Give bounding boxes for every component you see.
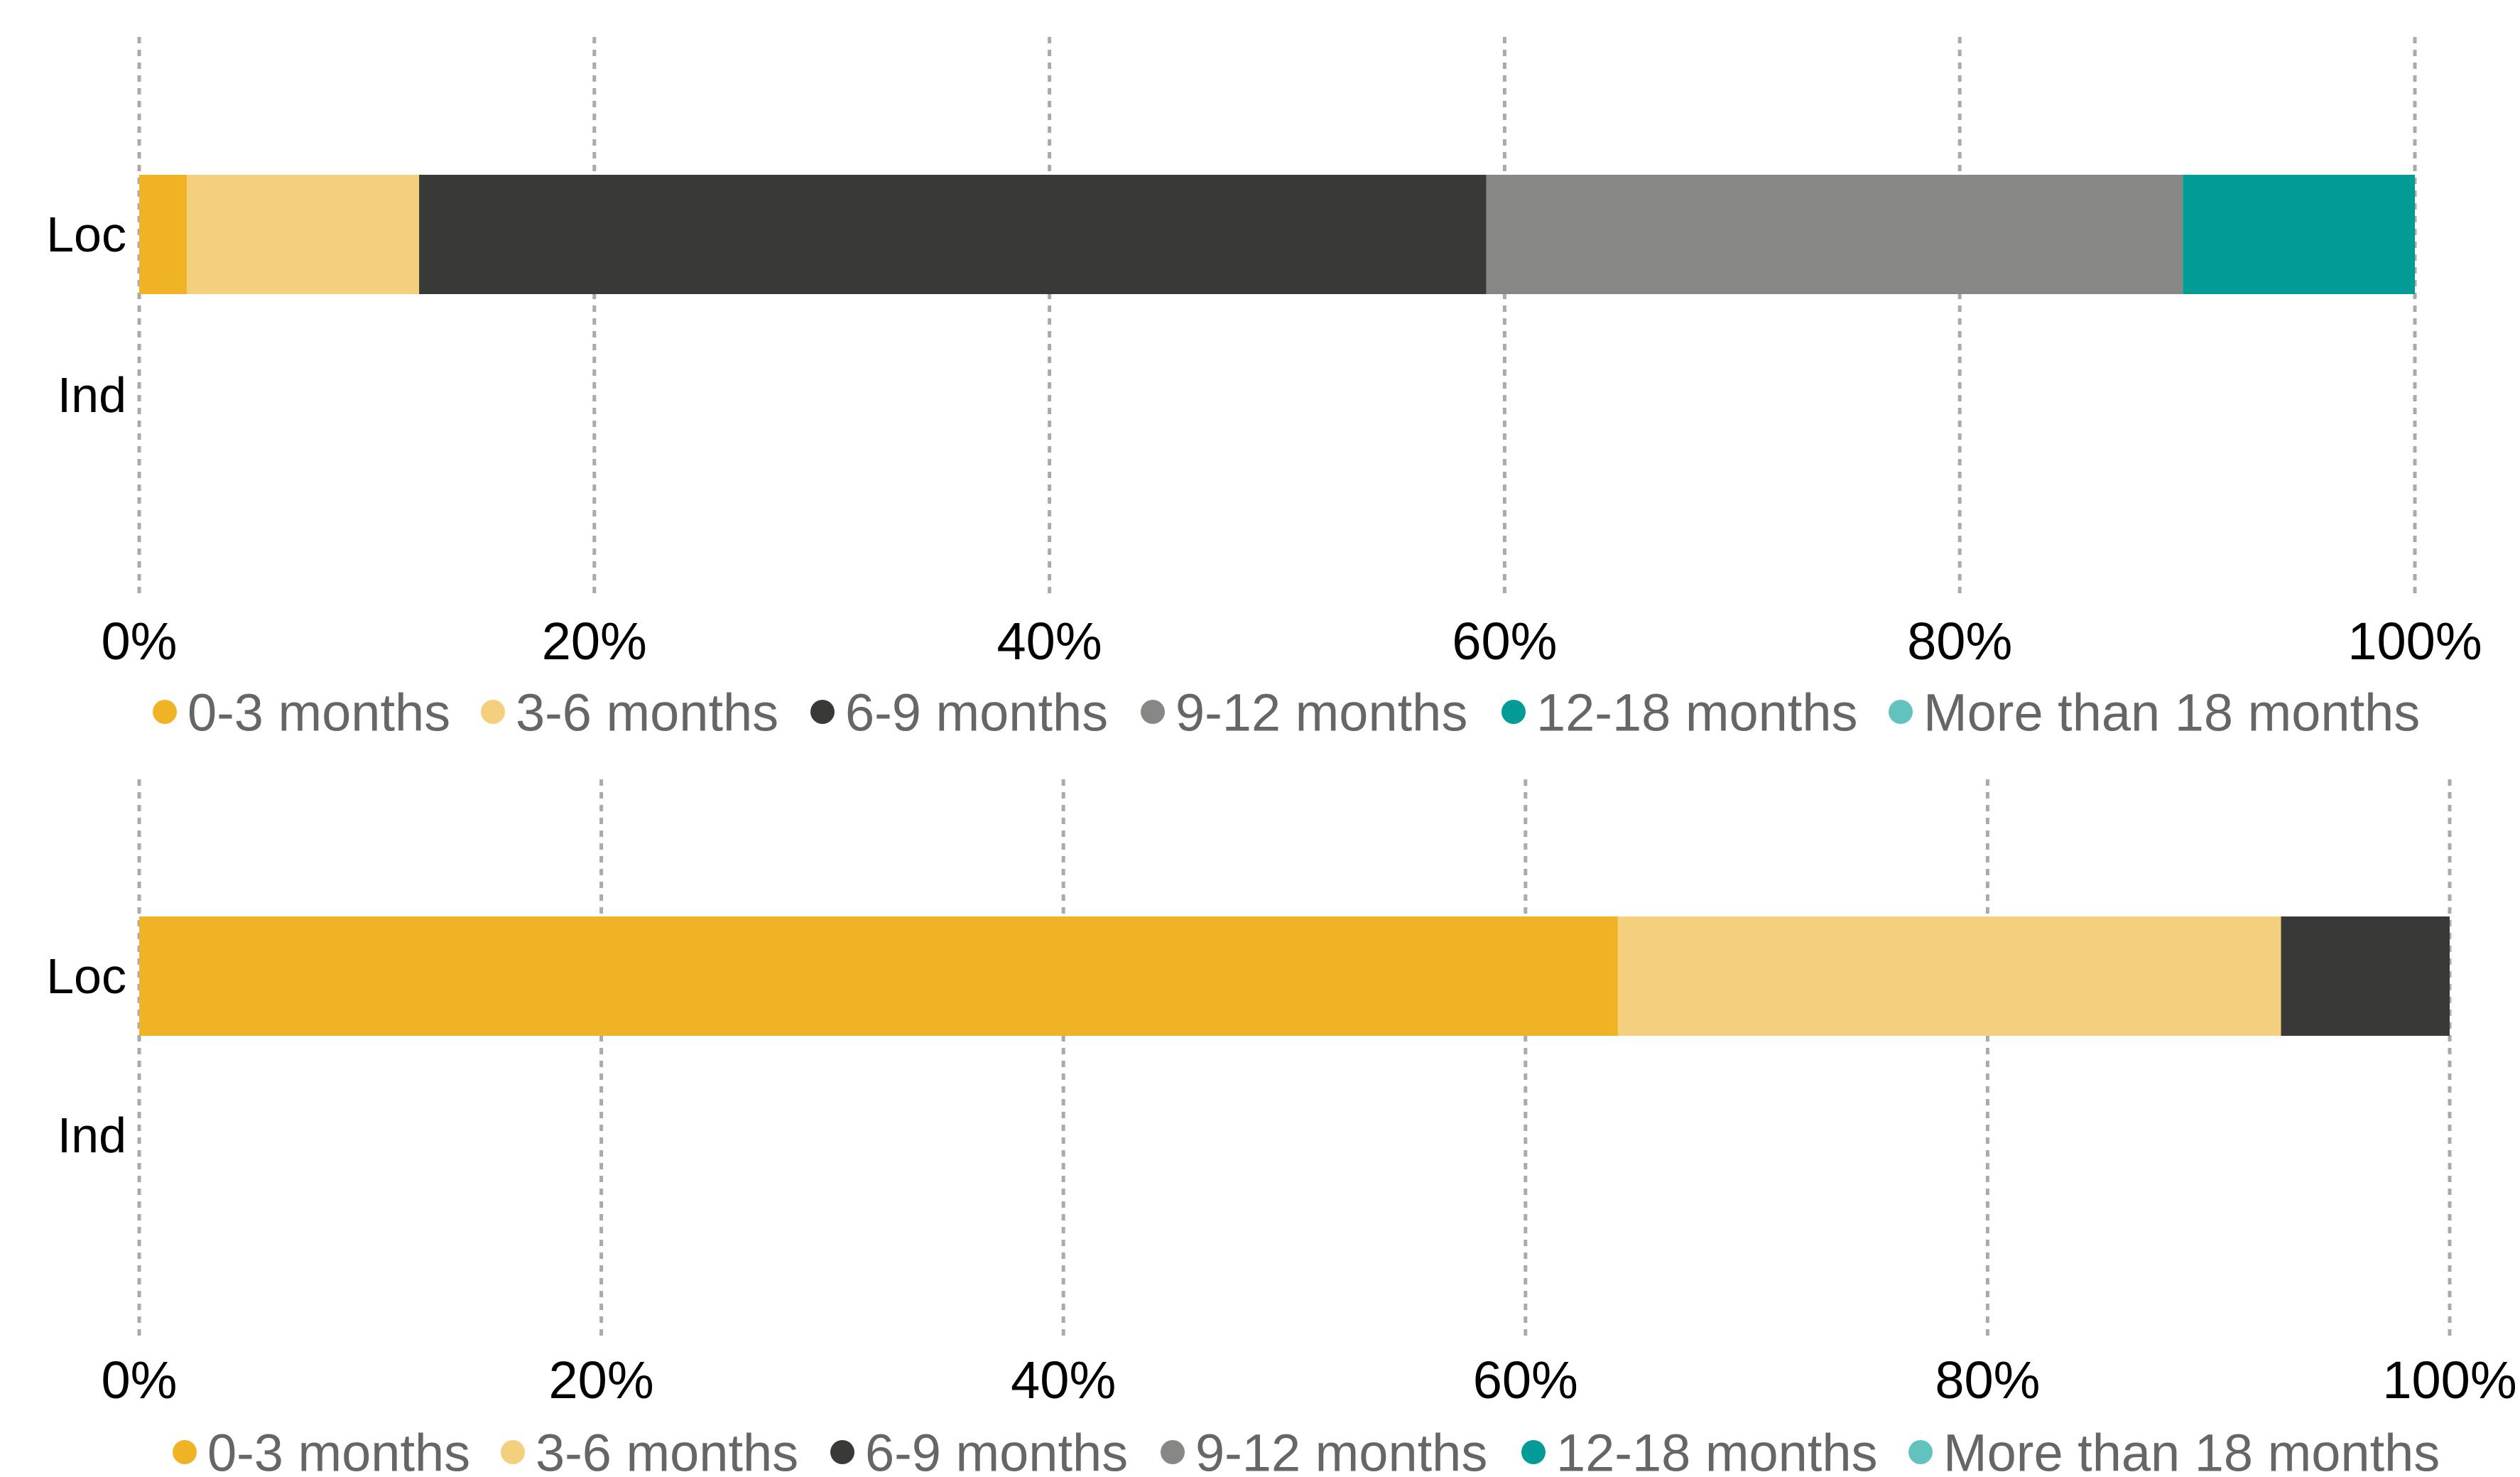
legend-label: More than 18 months (1923, 683, 2420, 742)
x-tick-label: 0% (102, 1351, 178, 1410)
legend-marker (1501, 700, 1526, 724)
legend-label: 12-18 months (1536, 683, 1858, 742)
x-tick-label: 80% (1935, 1351, 2040, 1410)
x-tick-label: 40% (1011, 1351, 1116, 1410)
x-tick-label: 100% (2382, 1351, 2516, 1410)
legend-marker (1908, 1440, 1933, 1464)
x-tick-label: 20% (542, 612, 647, 671)
category-label: Loc (46, 207, 126, 262)
legend-marker (810, 700, 835, 724)
legend-label: 6-9 months (845, 683, 1108, 742)
bar-segment-loc-1 (139, 175, 188, 294)
legend-marker (1521, 1440, 1546, 1464)
legend-marker (1161, 1440, 1185, 1464)
x-tick-label: 100% (2347, 612, 2482, 671)
legend-label: More than 18 months (1943, 1424, 2440, 1477)
legend-marker (501, 1440, 525, 1464)
legend-label: 12-18 months (1556, 1424, 1878, 1477)
legend-marker (481, 700, 505, 724)
legend-label: 0-3 months (188, 683, 450, 742)
category-label: Loc (46, 948, 126, 1004)
legend-marker (173, 1440, 197, 1464)
bar-segment-loc-3 (2281, 916, 2450, 1036)
bar-segment-loc-4 (1486, 175, 2183, 294)
bar-segment-loc-5 (2183, 175, 2415, 294)
bar-segment-loc-2 (1617, 916, 2281, 1036)
bar-segment-loc-2 (187, 175, 420, 294)
legend-label: 3-6 months (536, 1424, 798, 1477)
legend-marker (1889, 700, 1913, 724)
legend-marker (1141, 700, 1165, 724)
category-label: Ind (58, 367, 126, 423)
category-label: Ind (58, 1108, 126, 1163)
legend-marker (830, 1440, 854, 1464)
x-tick-label: 20% (549, 1351, 654, 1410)
x-tick-label: 60% (1473, 1351, 1578, 1410)
legend-marker (153, 700, 177, 724)
chart-2: Loc Ind 0% 20% 40% 60% 80% 100% 0-3 months 3-6 mo… (46, 779, 2517, 1477)
legend-label: 9-12 months (1175, 683, 1467, 742)
chart-1: Loc Ind 0% 20% 40% 60% 80% 100% 0-3 months 3-6 mo… (46, 37, 2482, 742)
legend-label: 3-6 months (516, 683, 778, 742)
x-tick-label: 0% (102, 612, 178, 671)
legend-label: 0-3 months (207, 1424, 470, 1477)
x-tick-label: 80% (1907, 612, 2012, 671)
x-tick-label: 40% (997, 612, 1102, 671)
legend-label: 9-12 months (1195, 1424, 1487, 1477)
bar-segment-loc-1 (139, 916, 1618, 1036)
bar-segment-loc-3 (419, 175, 1487, 294)
legend-label: 6-9 months (865, 1424, 1128, 1477)
x-tick-label: 60% (1452, 612, 1557, 671)
